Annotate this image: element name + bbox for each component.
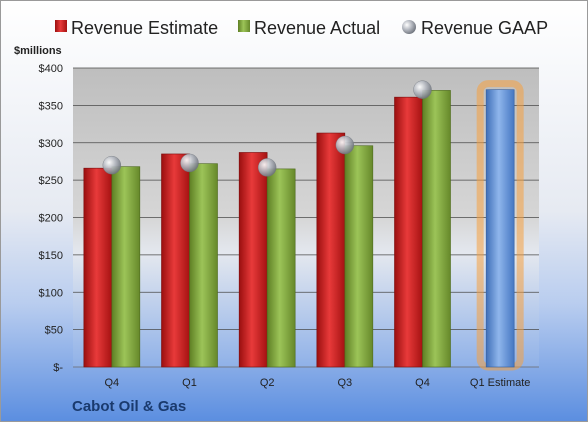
bar-revenue-actual-4 (422, 90, 451, 368)
bar-revenue-estimate-2 (238, 152, 268, 368)
point-revenue-gaap-4 (413, 80, 432, 99)
company-name: Cabot Oil & Gas (72, 398, 186, 415)
bar-revenue-estimate-0 (83, 167, 113, 368)
bar-revenue-actual-2 (266, 168, 296, 368)
bar-revenue-estimate-forecast-5 (485, 89, 515, 368)
legend-marker-revenue-gaap (402, 20, 416, 34)
x-tick-label-q1-estimate-5: Q1 Estimate (470, 377, 531, 389)
y-tick-label-50: $50 (45, 325, 63, 337)
y-tick-label-250: $250 (39, 175, 63, 187)
bar-revenue-estimate-4 (394, 96, 423, 368)
x-tick-label-q1-1: Q1 (182, 377, 197, 389)
x-tick-label-q4-4: Q4 (415, 377, 430, 389)
legend-swatch-revenue-actual (238, 20, 250, 32)
y-tick-label-150: $150 (39, 250, 63, 262)
bar-revenue-actual-1 (189, 163, 218, 368)
x-tick-label-q2-2: Q2 (260, 377, 275, 389)
legend: Revenue Estimate Revenue Actual Revenue … (55, 18, 548, 38)
y-tick-label-350: $350 (39, 100, 63, 112)
point-revenue-gaap-2 (257, 158, 277, 177)
point-revenue-gaap-1 (180, 153, 199, 173)
y-axis-unit-label: $millions (14, 45, 62, 57)
bar-revenue-actual-0 (111, 166, 141, 368)
y-tick-label-300: $300 (39, 138, 63, 150)
legend-label-revenue-estimate: Revenue Estimate (71, 18, 218, 38)
legend-swatch-revenue-estimate (55, 20, 67, 32)
point-revenue-gaap-0 (102, 155, 122, 175)
y-tick-label-0: $- (53, 362, 63, 374)
x-tick-label-q3-3: Q3 (337, 377, 352, 389)
point-revenue-gaap-3 (335, 135, 355, 155)
legend-label-revenue-gaap: Revenue GAAP (421, 18, 548, 38)
x-tick-label-q4-0: Q4 (104, 377, 119, 389)
y-tick-label-100: $100 (39, 287, 63, 299)
bar-revenue-estimate-1 (161, 153, 190, 368)
bar-revenue-actual-3 (344, 145, 374, 368)
bar-revenue-estimate-3 (316, 132, 346, 368)
y-tick-label-400: $400 (39, 63, 63, 75)
legend-label-revenue-actual: Revenue Actual (254, 18, 380, 38)
y-tick-label-200: $200 (39, 213, 63, 225)
